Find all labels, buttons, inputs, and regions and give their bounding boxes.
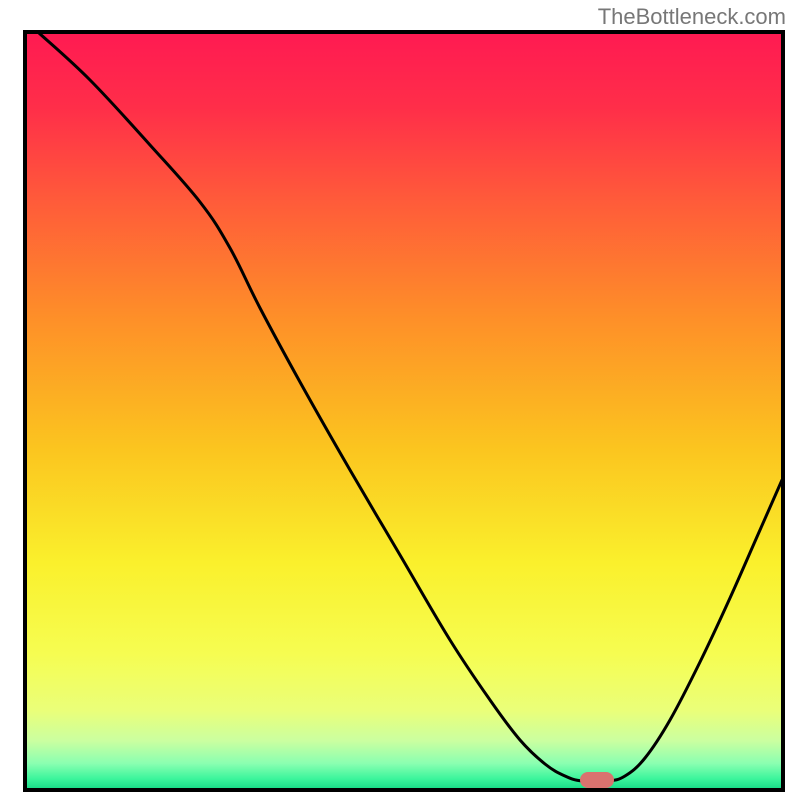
plot-gradient: [25, 32, 783, 790]
bottleneck-chart: [0, 0, 800, 800]
chart-container: TheBottleneck.com: [0, 0, 800, 800]
watermark-label: TheBottleneck.com: [598, 4, 786, 30]
optimum-marker: [580, 772, 614, 788]
